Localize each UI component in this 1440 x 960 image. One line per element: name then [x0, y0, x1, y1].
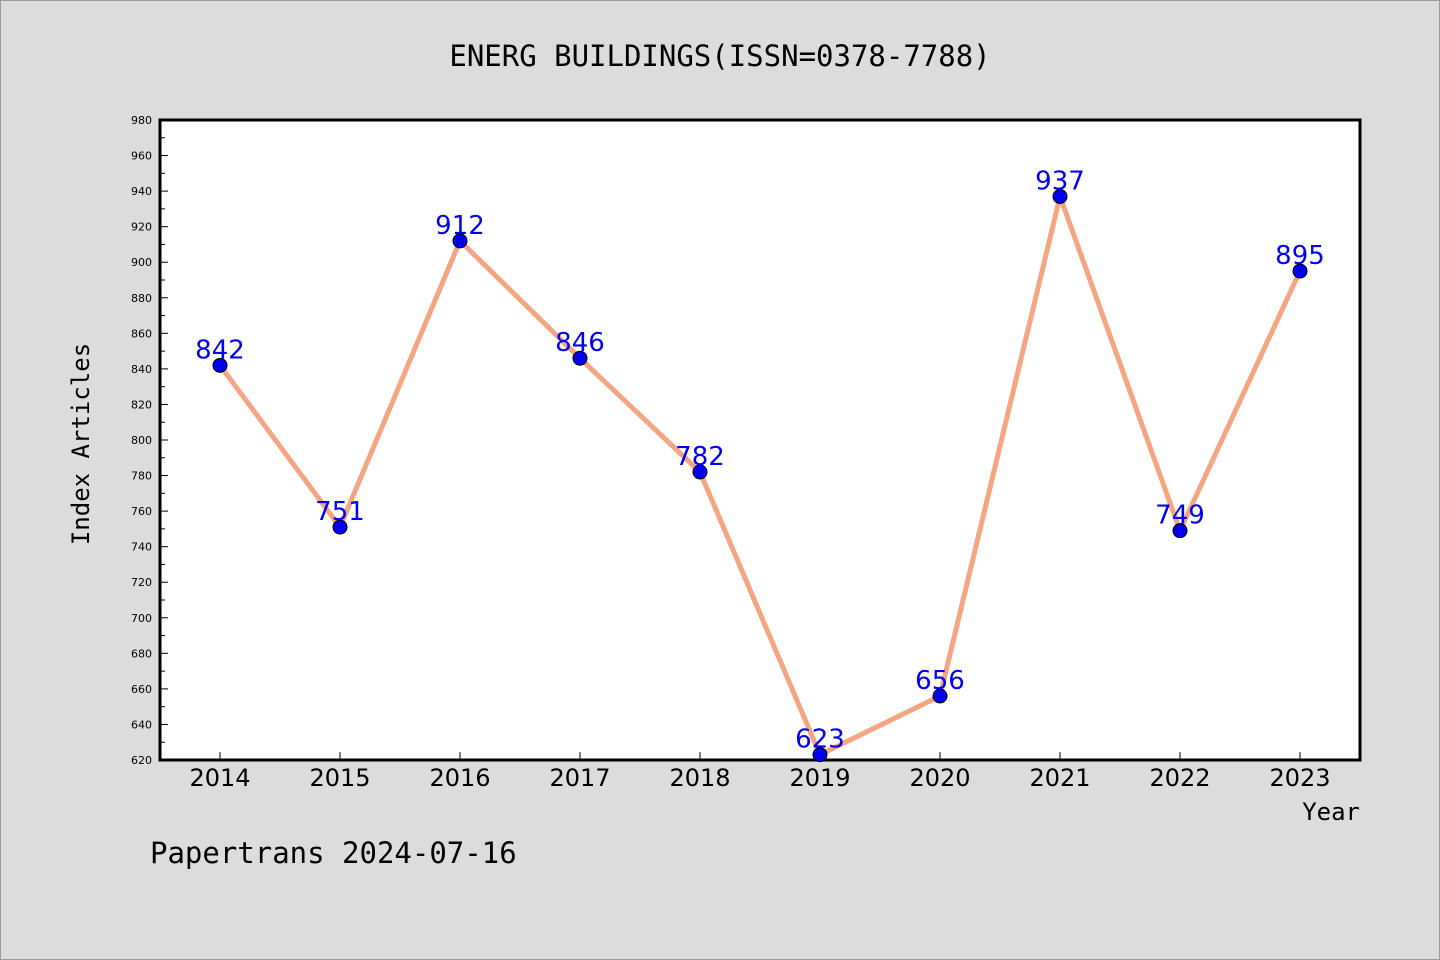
- y-tick-label: 800: [131, 434, 152, 447]
- y-tick-label: 960: [131, 150, 152, 163]
- chart-title: ENERG BUILDINGS(ISSN=0378-7788): [449, 39, 990, 73]
- data-label: 751: [315, 497, 365, 527]
- x-tick-label: 2019: [789, 764, 850, 792]
- y-tick-label: 660: [131, 683, 152, 696]
- data-point: [1292, 263, 1308, 279]
- y-tick-label: 820: [131, 398, 152, 411]
- y-tick-label: 760: [131, 505, 152, 518]
- data-point: [572, 350, 588, 366]
- x-tick-label: 2023: [1269, 764, 1330, 792]
- data-label: 623: [795, 725, 845, 755]
- y-tick-label: 700: [131, 612, 152, 625]
- data-label: 912: [435, 211, 485, 241]
- data-label: 782: [675, 442, 725, 472]
- series-line: [217, 193, 1303, 758]
- y-tick-label: 720: [131, 576, 152, 589]
- y-tick-label: 920: [131, 221, 152, 234]
- data-point: [1172, 523, 1188, 539]
- data-point: [332, 519, 348, 535]
- data-point: [692, 464, 708, 480]
- data-point: [452, 233, 468, 249]
- x-tick-label: 2021: [1029, 764, 1090, 792]
- data-label: 656: [915, 666, 965, 696]
- y-tick-label: 980: [131, 114, 152, 127]
- x-tick-label: 2018: [669, 764, 730, 792]
- x-tick-label: 2020: [909, 764, 970, 792]
- data-labels-group: 842 751 912 846 782 623 656 937 749 895: [195, 166, 1325, 754]
- footer-text: Papertrans 2024-07-16: [150, 836, 517, 870]
- x-tick-label: 2015: [309, 764, 370, 792]
- data-points-group: [212, 188, 1308, 763]
- data-point: [812, 747, 828, 763]
- y-tick-label: 940: [131, 185, 152, 198]
- y-tick-label: 780: [131, 470, 152, 483]
- series-line-group: [217, 193, 1303, 758]
- y-tick-label: 860: [131, 327, 152, 340]
- data-point: [1052, 188, 1068, 204]
- data-point: [932, 688, 948, 704]
- x-axis-label: Year: [1302, 798, 1360, 826]
- y-axis-label: Index Articles: [67, 343, 95, 545]
- data-label: 749: [1155, 501, 1205, 531]
- x-tick-label: 2017: [549, 764, 610, 792]
- y-tick-label: 740: [131, 541, 152, 554]
- y-tick-label: 900: [131, 256, 152, 269]
- data-label: 842: [195, 335, 245, 365]
- y-axis: 620 640 660 680 700 720 740 760 780 800 820 840 860 8…: [131, 114, 168, 767]
- x-tick-label: 2014: [189, 764, 250, 792]
- y-tick-label: 880: [131, 292, 152, 305]
- data-label: 895: [1275, 241, 1325, 271]
- data-label: 937: [1035, 166, 1085, 196]
- data-label: 846: [555, 328, 605, 358]
- data-point: [212, 357, 228, 373]
- x-tick-label: 2022: [1149, 764, 1210, 792]
- y-tick-label: 840: [131, 363, 152, 376]
- x-tick-label: 2016: [429, 764, 490, 792]
- plot-area: [158, 118, 1362, 762]
- y-tick-label: 620: [131, 754, 152, 767]
- y-tick-label: 680: [131, 647, 152, 660]
- y-tick-label: 640: [131, 718, 152, 731]
- x-axis: 2014 2015 2016 2017 2018 2019 2020 2021 2022 2023: [189, 752, 1331, 792]
